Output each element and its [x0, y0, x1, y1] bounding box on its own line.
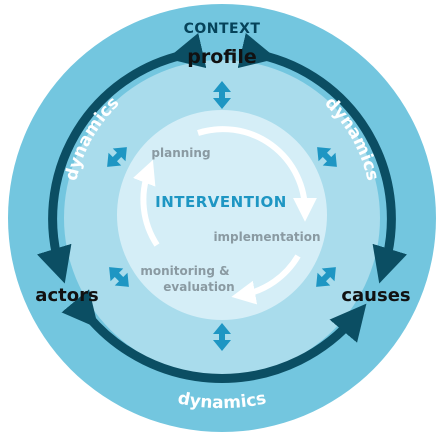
- vertical-double-arrow-icon: [213, 323, 231, 351]
- causes-label: causes: [341, 285, 410, 306]
- cycle-arrow-bottom: [231, 254, 301, 305]
- monitoring-label: monitoring &: [140, 264, 229, 278]
- dynamics-arc-right: [237, 33, 408, 284]
- cycle-arrow-top: [197, 126, 317, 222]
- implementation-label: implementation: [213, 230, 320, 244]
- diagonal-double-arrow-icon: [317, 147, 337, 167]
- evaluation-label: evaluation: [163, 280, 234, 294]
- vertical-double-arrow-icon: [213, 81, 231, 109]
- intervention-title: INTERVENTION: [155, 193, 287, 211]
- diagonal-double-arrow-icon: [109, 267, 129, 287]
- profile-label: profile: [187, 46, 257, 68]
- diagonal-double-arrow-icon: [107, 147, 127, 167]
- actors-label: actors: [35, 285, 98, 306]
- dynamics-arc-left: [36, 33, 207, 284]
- dynamics-arc-bottom: [61, 289, 367, 383]
- context-title: CONTEXT: [184, 21, 261, 37]
- cycle-arrow-left: [133, 159, 160, 247]
- planning-label: planning: [151, 146, 210, 160]
- diagonal-double-arrow-icon: [316, 267, 336, 287]
